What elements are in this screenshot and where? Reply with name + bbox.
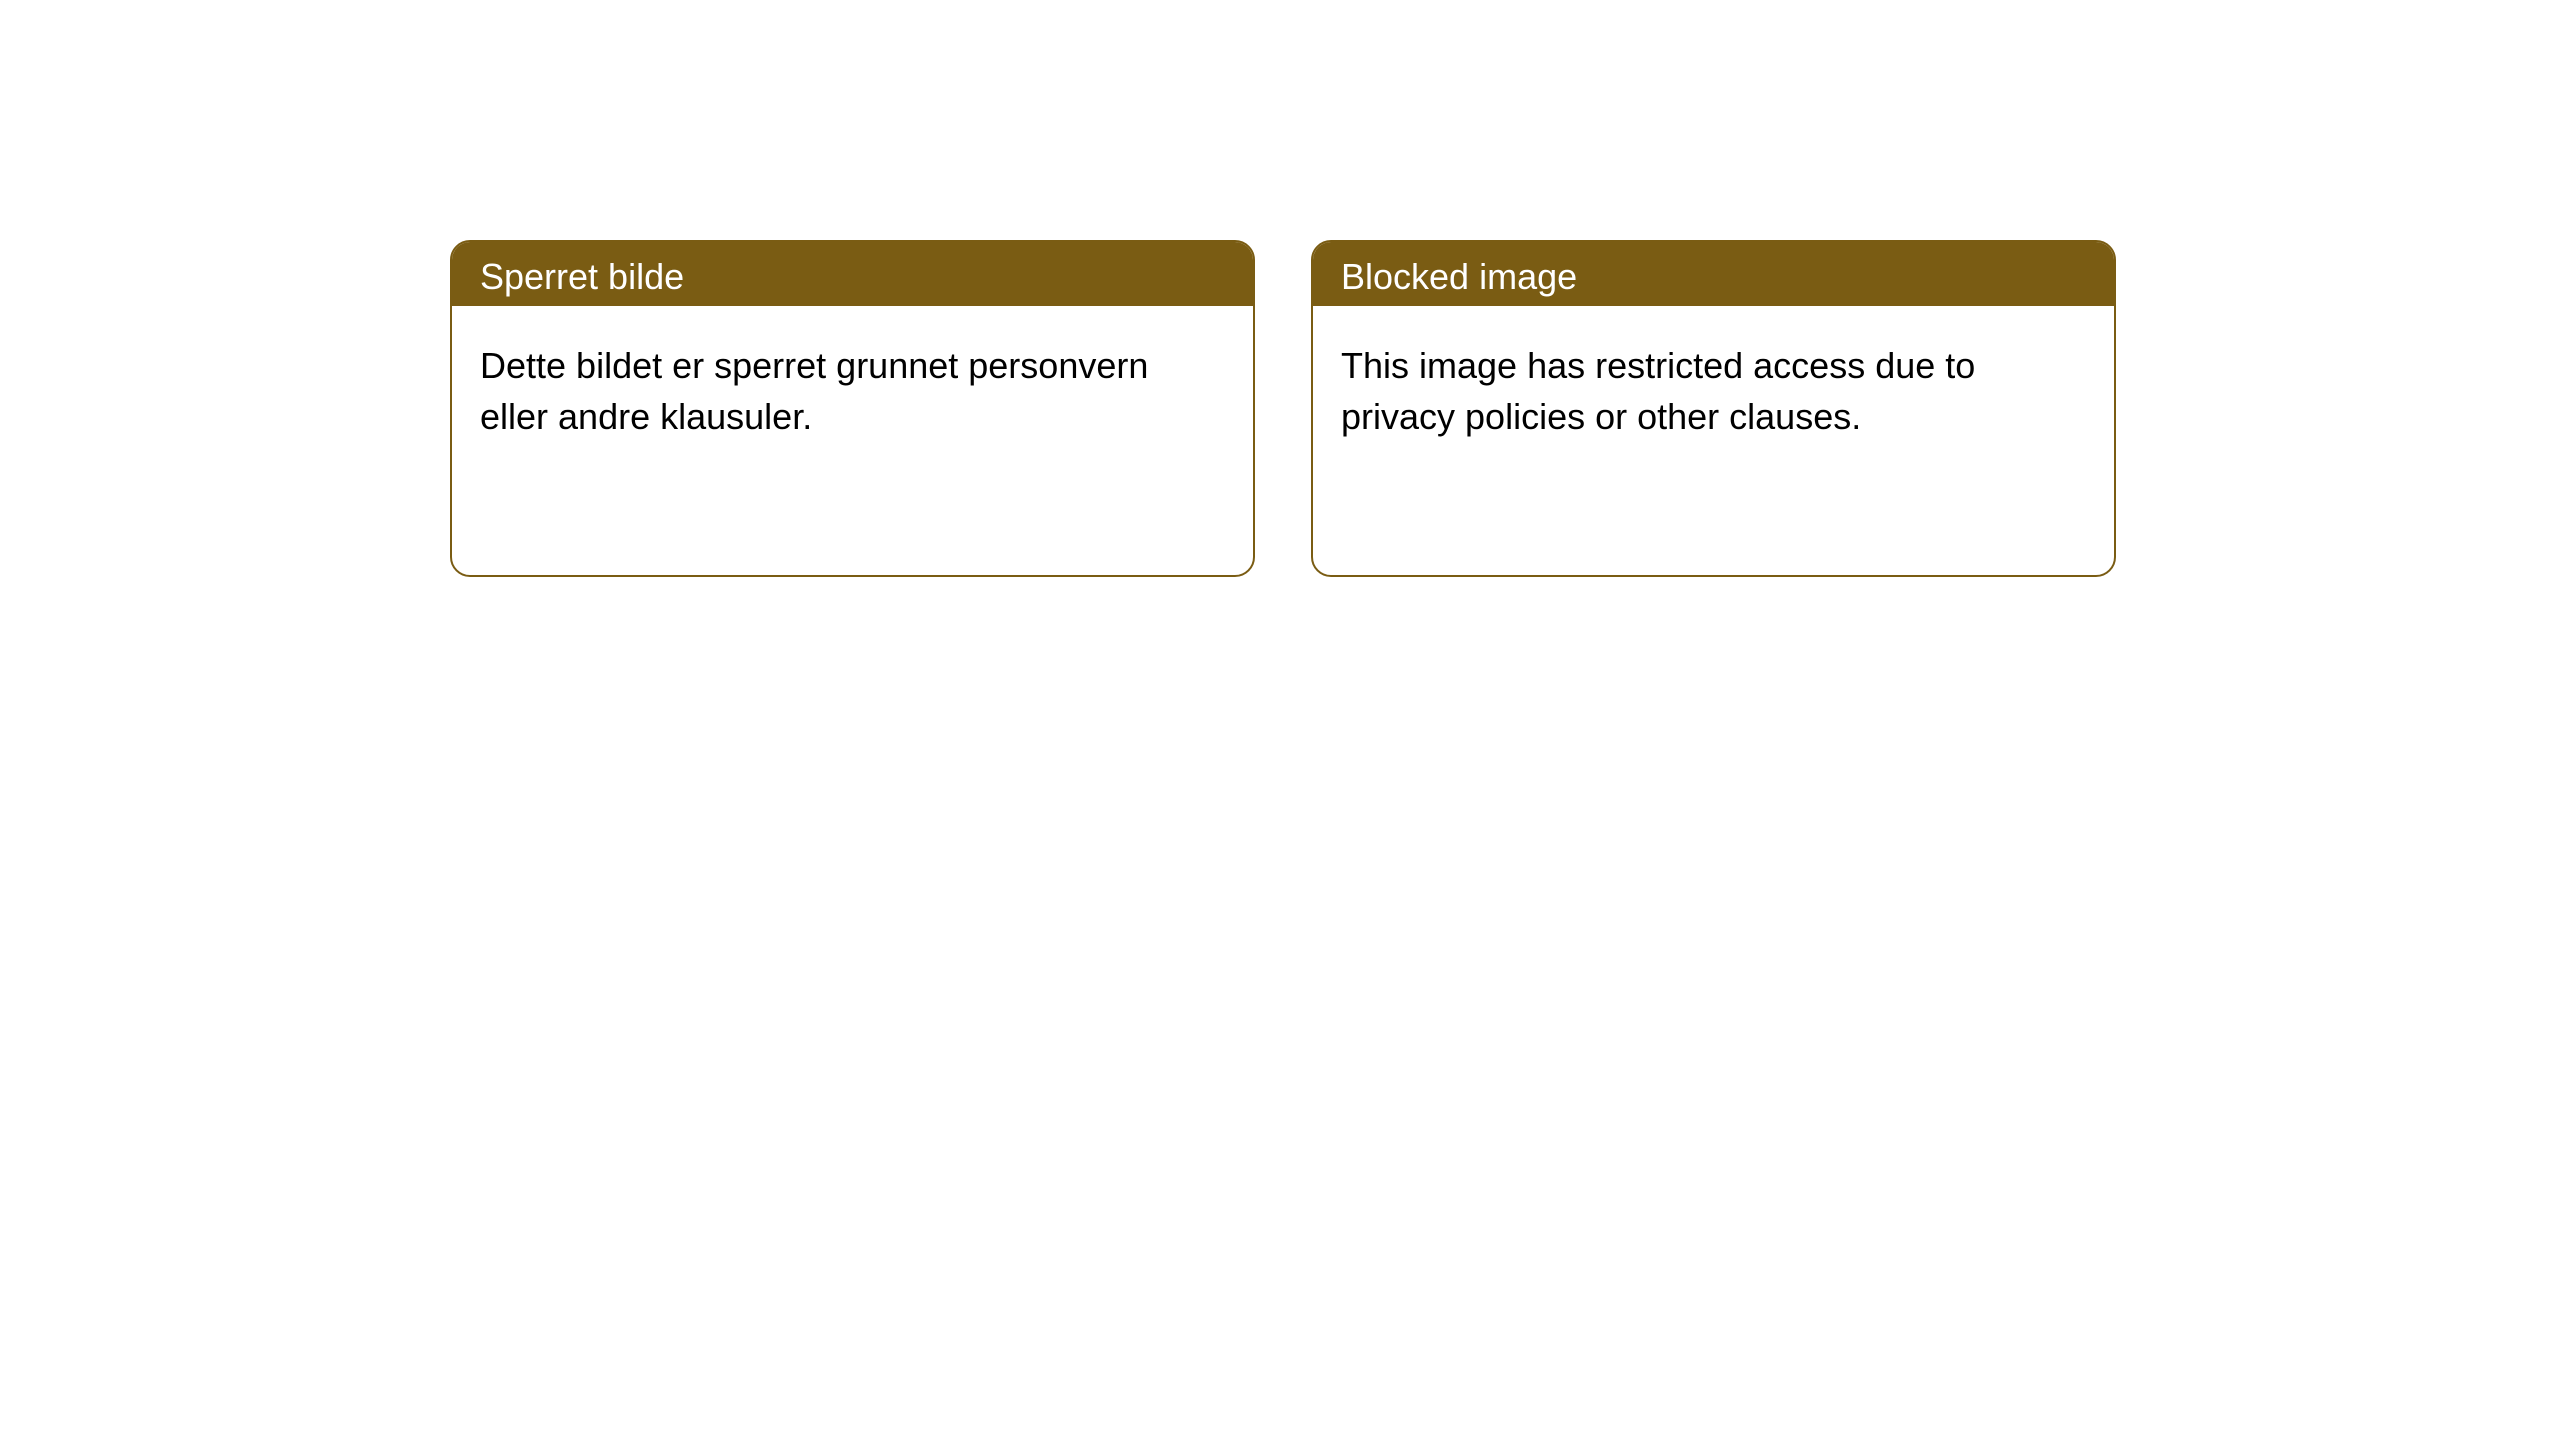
card-body: Dette bildet er sperret grunnet personve… — [452, 306, 1253, 476]
card-header: Blocked image — [1313, 242, 2114, 306]
card-header: Sperret bilde — [452, 242, 1253, 306]
blocked-image-card-norwegian: Sperret bilde Dette bildet er sperret gr… — [450, 240, 1255, 577]
blocked-image-card-english: Blocked image This image has restricted … — [1311, 240, 2116, 577]
cards-container: Sperret bilde Dette bildet er sperret gr… — [0, 0, 2560, 577]
card-body: This image has restricted access due to … — [1313, 306, 2114, 476]
